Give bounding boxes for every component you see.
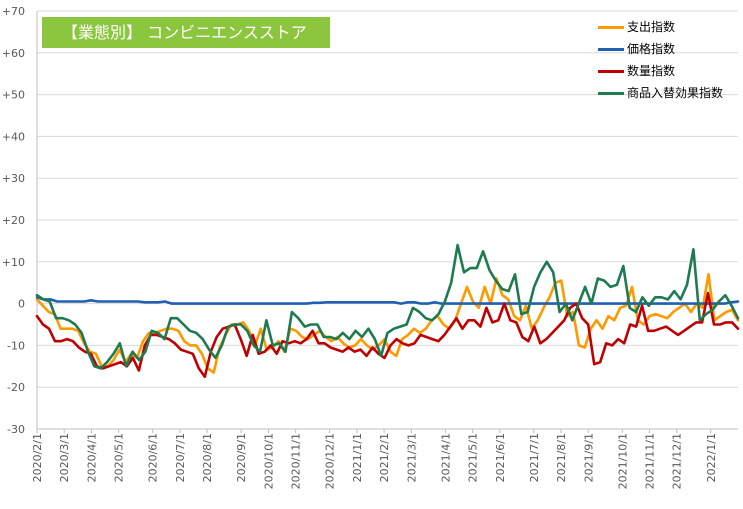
price-index-line [35, 295, 740, 305]
x-tick-label: 2021/12/1 [671, 433, 684, 489]
x-tick-label: 2020/3/1 [58, 433, 71, 482]
y-tick-label: +50 [2, 89, 25, 102]
x-tick-label: 2020/8/1 [201, 433, 214, 482]
legend-swatch-replacement [598, 92, 624, 95]
y-tick-label: +40 [2, 130, 25, 143]
chart-title: 【業態別】 コンビニエンスストア [42, 17, 330, 48]
x-tick-label: 2021/6/1 [494, 433, 507, 482]
x-tick-label: 2021/10/1 [616, 433, 629, 489]
x-tick-label: 2020/6/1 [147, 433, 160, 482]
gridlines [37, 10, 738, 430]
series-lines [35, 243, 740, 379]
legend-swatch-quantity [598, 70, 624, 73]
x-tick-label: 2021/3/1 [405, 433, 418, 482]
legend-label-spending: 支出指数 [627, 20, 676, 34]
y-tick-label: -30 [7, 423, 25, 436]
x-tick-label: 2020/11/1 [290, 433, 303, 489]
spending-index-line [35, 272, 740, 374]
x-tick-label: 2021/5/1 [467, 433, 480, 482]
y-tick-label: 0 [18, 298, 25, 311]
x-tick-label: 2021/8/1 [555, 433, 568, 482]
x-tick-label: 2020/12/1 [324, 433, 337, 489]
x-tick-label: 2020/2/1 [31, 433, 44, 482]
replacement-effect-index-line [35, 243, 740, 370]
x-tick-label: 2021/7/1 [528, 433, 541, 482]
x-tick-label: 2021/9/1 [582, 433, 595, 482]
legend-label-replacement: 商品入替効果指数 [627, 86, 724, 100]
x-tick-label: 2021/1/1 [351, 433, 364, 482]
x-tick-labels: 2020/2/1 2020/3/1 2020/4/1 2020/5/1 2020/6/1… [31, 433, 718, 489]
y-tick-label: +70 [2, 5, 25, 18]
axes [36, 11, 738, 433]
x-tick-label: 2020/9/1 [235, 433, 248, 482]
x-tick-label: 2021/4/1 [439, 433, 452, 482]
x-tick-label: 2020/10/1 [262, 433, 275, 489]
x-tick-label: 2022/1/1 [705, 433, 718, 482]
legend-label-price: 価格指数 [627, 42, 676, 56]
y-tick-labels: -30 -20 -10 0 +10 +20 +30 +40 +50 +60 +70 [2, 5, 25, 436]
legend-swatch-price [598, 48, 624, 51]
y-tick-label: +10 [2, 256, 25, 269]
y-tick-label: +30 [2, 172, 25, 185]
y-tick-label: +20 [2, 214, 25, 227]
legend-swatch-spending [598, 26, 624, 29]
x-tick-label: 2020/7/1 [174, 433, 187, 482]
y-tick-label: +60 [2, 47, 25, 60]
quantity-index-line [35, 291, 740, 379]
x-tick-label: 2020/4/1 [85, 433, 98, 482]
legend-label-quantity: 数量指数 [627, 64, 676, 78]
x-tick-label: 2021/2/1 [378, 433, 391, 482]
x-tick-label: 2021/11/1 [644, 433, 657, 489]
y-tick-label: -10 [7, 339, 25, 352]
x-tick-label: 2020/5/1 [113, 433, 126, 482]
y-tick-label: -20 [7, 381, 25, 394]
